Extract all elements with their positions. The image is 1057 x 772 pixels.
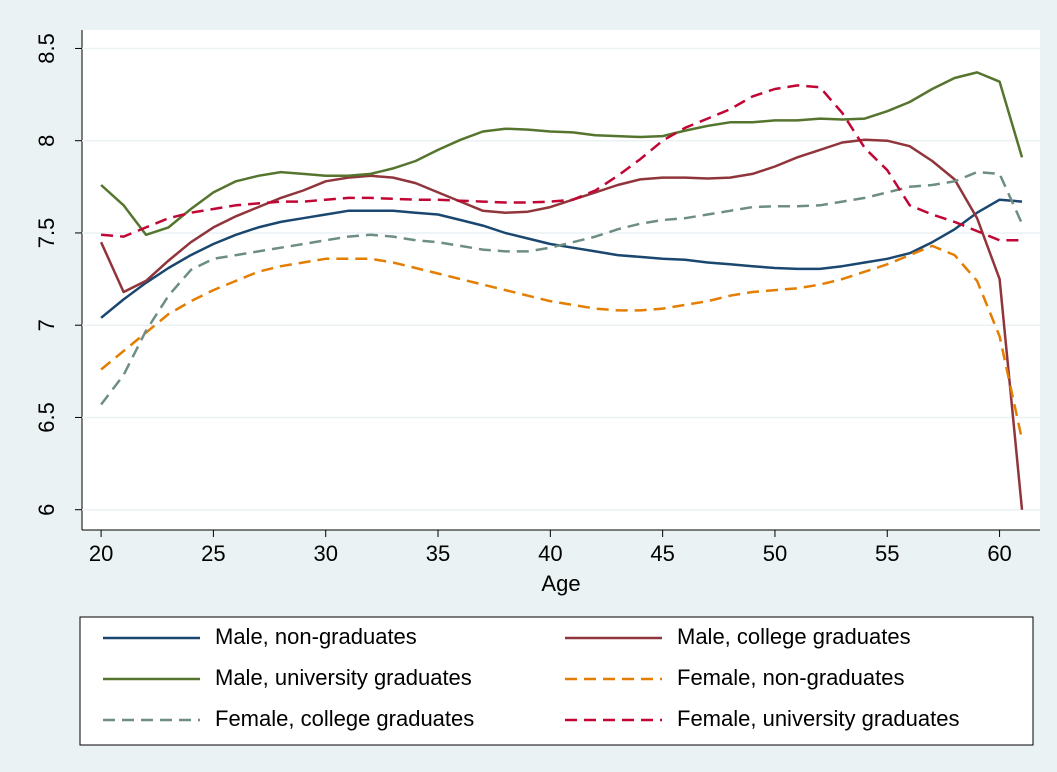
x-tick-label: 45 [650,541,674,566]
legend-label: Male, college graduates [677,624,911,649]
x-tick-label: 60 [987,541,1011,566]
legend-label: Male, non-graduates [215,624,417,649]
x-tick-label: 25 [201,541,225,566]
legend-label: Female, college graduates [215,706,474,731]
legend-label: Female, non-graduates [677,665,904,690]
y-tick-label: 8 [34,135,59,147]
legend-label: Male, university graduates [215,665,472,690]
y-tick-label: 6 [34,504,59,516]
x-tick-label: 50 [763,541,787,566]
y-tick-label: 7.5 [34,218,59,249]
x-tick-label: 30 [313,541,337,566]
x-tick-label: 55 [875,541,899,566]
y-tick-label: 6.5 [34,402,59,433]
legend-label: Female, university graduates [677,706,959,731]
y-tick-label: 8.5 [34,33,59,64]
x-axis-label: Age [541,571,580,596]
x-tick-label: 35 [426,541,450,566]
x-tick-label: 40 [538,541,562,566]
series-line [100,170,1024,406]
series-line [100,244,1024,440]
series-line [99,138,1024,510]
plot-area [82,30,1040,530]
series-line [100,71,1024,237]
series-line [101,84,1022,242]
x-tick-label: 20 [89,541,113,566]
y-tick-label: 7 [34,319,59,331]
legend-box [79,616,1034,746]
